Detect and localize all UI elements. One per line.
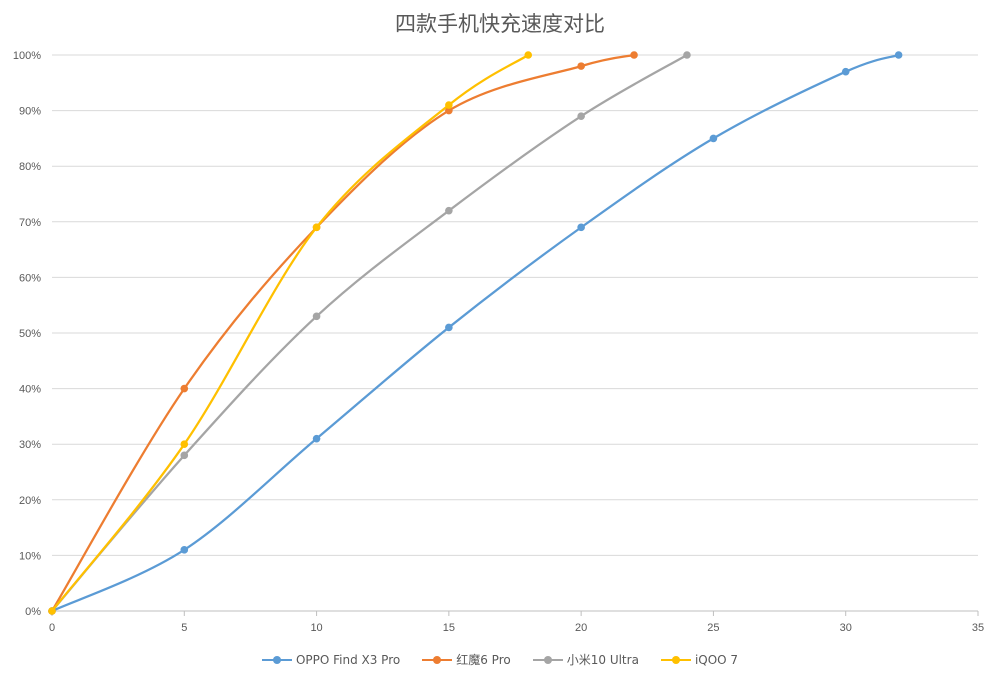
x-tick-label: 20 <box>575 622 587 634</box>
y-tick-label: 50% <box>19 328 41 340</box>
legend-item: 红魔6 Pro <box>422 651 511 668</box>
series-line <box>50 53 530 613</box>
chart-title: 四款手机快充速度对比 <box>395 12 605 36</box>
y-tick-label: 30% <box>19 439 41 451</box>
data-point <box>312 434 321 443</box>
legend-label: OPPO Find X3 Pro <box>295 652 401 667</box>
legend-item: iQOO 7 <box>660 651 739 668</box>
y-tick-label: 100% <box>13 50 41 62</box>
legend-item: OPPO Find X3 Pro <box>261 651 401 668</box>
y-tick-label: 10% <box>19 550 41 562</box>
y-tick-label: 90% <box>19 106 41 118</box>
data-point <box>445 101 453 109</box>
data-point <box>180 546 189 554</box>
data-point <box>841 67 850 76</box>
legend-label: 红魔6 Pro <box>456 653 511 667</box>
data-point <box>445 206 453 215</box>
x-tick-label: 0 <box>49 622 55 634</box>
gridlines <box>52 54 978 612</box>
legend-swatch <box>422 654 453 666</box>
data-point <box>445 323 453 332</box>
legend-label: iQOO 7 <box>694 652 739 667</box>
data-point <box>445 106 453 115</box>
data-point <box>312 223 321 232</box>
y-tick-label: 60% <box>19 272 41 284</box>
data-point <box>180 451 189 460</box>
data-point <box>894 51 903 59</box>
legend-swatch <box>532 654 563 666</box>
data-point <box>577 62 585 70</box>
y-tick-labels: 0% 10% 20% 30% 40% 50% 60% 70% 80% 90% 100% <box>13 50 41 618</box>
legend-swatch <box>660 654 691 666</box>
y-tick-label: 20% <box>19 495 41 507</box>
data-point <box>312 312 321 321</box>
data-point <box>48 607 56 615</box>
data-point <box>577 223 585 232</box>
x-tick-labels: 0 5 10 15 20 25 30 35 <box>49 622 984 634</box>
axes <box>51 610 979 616</box>
data-point <box>180 384 189 393</box>
x-tick-label: 25 <box>707 622 719 634</box>
x-tick-label: 30 <box>840 622 852 634</box>
legend: OPPO Find X3 Pro 红魔6 Pro 小米10 Ultra iQOO 7 <box>0 651 1000 668</box>
data-point <box>709 134 718 143</box>
x-tick-label: 10 <box>310 622 322 634</box>
legend-item: 小米10 Ultra <box>532 651 639 668</box>
series-layer <box>48 51 903 615</box>
legend-swatch <box>261 654 292 666</box>
x-tick-label: 35 <box>972 622 984 634</box>
series-line <box>50 53 636 613</box>
data-point <box>524 51 533 59</box>
data-point <box>577 112 585 120</box>
legend-label: 小米10 Ultra <box>566 653 639 667</box>
data-point <box>630 51 638 59</box>
y-tick-label: 80% <box>19 161 41 173</box>
data-point <box>180 440 189 449</box>
data-point <box>683 51 691 59</box>
y-tick-label: 40% <box>19 384 41 396</box>
x-tick-label: 15 <box>443 622 455 634</box>
y-tick-label: 0% <box>25 606 41 618</box>
y-tick-label: 70% <box>19 217 41 229</box>
series-line <box>50 53 900 613</box>
x-tick-label: 5 <box>181 622 187 634</box>
series-3 <box>48 51 533 615</box>
